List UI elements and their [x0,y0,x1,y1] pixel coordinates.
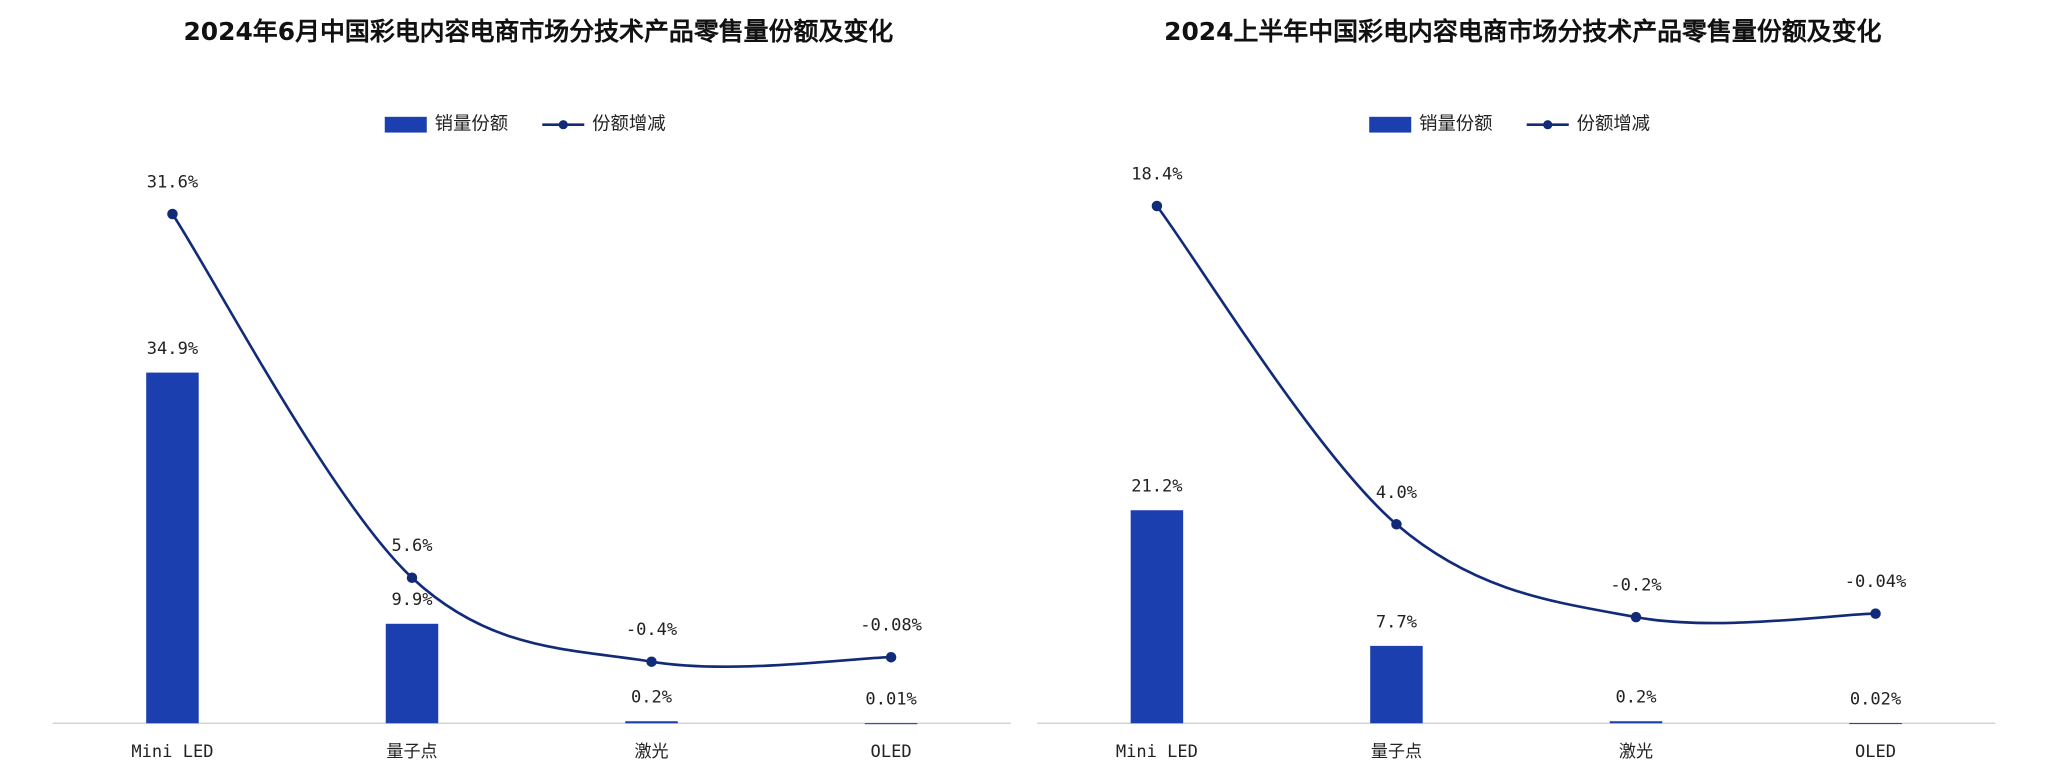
data-label: 34.9% [147,339,198,359]
legend-swatch [1369,116,1412,133]
data-label: -0.4% [626,620,677,640]
data-label: -0.2% [1610,576,1661,596]
legend-label: 销量份额 [435,114,508,135]
chart-title: 2024年6月中国彩电内容电商市场分技术产品零售量份额及变化 [183,17,893,46]
line-point [167,208,178,220]
data-label: 7.7% [1376,612,1417,632]
x-tick-label: 激光 [634,742,668,762]
line [171,213,892,668]
data-label: 0.2% [1615,688,1656,708]
x-tick-label: OLED [1855,742,1896,762]
line-point [1151,200,1163,212]
line-point [646,656,657,667]
legend-label: 份额增减 [1577,114,1650,135]
legend-swatch [384,116,427,133]
legend-label: 份额增减 [592,114,665,135]
bar [1370,645,1423,724]
data-label: 0.02% [1850,689,1901,709]
line-point [1630,611,1642,623]
x-tick-label: Mini LED [1116,742,1198,762]
data-label: 18.4% [1131,165,1182,185]
data-label: -0.04% [1845,572,1907,592]
data-label: 4.0% [1376,483,1417,503]
line-point [1870,608,1881,619]
x-tick-label: 量子点 [1371,742,1422,762]
x-tick-label: Mini LED [131,742,213,762]
x-tick-label: 激光 [1619,742,1653,762]
bar [1849,723,1902,725]
data-label: -0.08% [860,616,922,636]
line-point [885,651,897,663]
data-label: 31.6% [147,173,198,193]
line-point [406,572,418,583]
data-label: 5.6% [391,536,432,556]
data-label: 0.01% [865,690,916,710]
bar [864,723,918,725]
line-point [1391,519,1402,530]
legend-swatch [558,120,568,130]
bar [146,372,199,724]
data-label: 9.9% [391,590,432,610]
bar [625,721,678,724]
bar [1130,510,1184,724]
chart-title: 2024上半年中国彩电内容电商市场分技术产品零售量份额及变化 [1164,17,1881,46]
data-label: 0.2% [631,688,672,708]
legend-label: 销量份额 [1419,114,1492,135]
x-tick-label: OLED [871,742,912,762]
line [1155,205,1876,625]
bar [1609,721,1663,724]
data-label: 21.2% [1131,477,1182,497]
x-tick-label: 量子点 [386,742,437,762]
legend-swatch [1543,120,1553,130]
bar [385,623,439,724]
